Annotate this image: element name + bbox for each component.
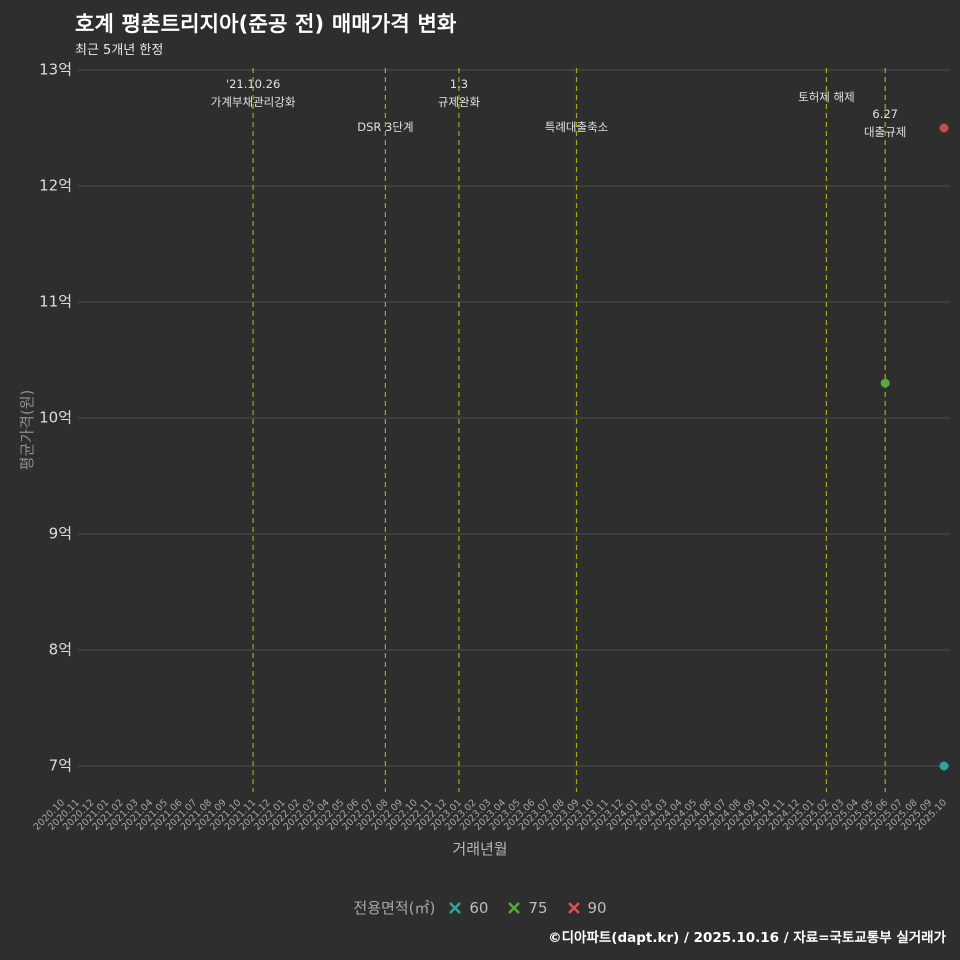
policy-event-label: 규제완화 [438, 95, 481, 109]
legend-items: 60 75 90 [447, 898, 607, 917]
legend-title: 전용면적(㎡) [353, 899, 436, 917]
x-marker-icon [567, 901, 580, 914]
x-marker-icon [508, 901, 521, 914]
policy-event-label: 6.27 [872, 107, 898, 121]
credit-footer: ©디아파트(dapt.kr) / 2025.10.16 / 자료=국토교통부 실… [548, 930, 946, 946]
y-tick-label: 10억 [39, 409, 72, 427]
legend-item-label: 75 [528, 898, 548, 917]
chart-subtitle: 최근 5개년 한정 [75, 43, 164, 58]
y-tick-label: 8억 [49, 641, 72, 659]
policy-event-label: 특례대출축소 [545, 120, 608, 134]
policy-event-label: 1.3 [450, 77, 468, 91]
y-tick-label: 12억 [39, 177, 72, 195]
chart-title: 호계 평촌트리지아(준공 전) 매매가격 변화 [75, 12, 457, 36]
x-axis-title: 거래년월 [452, 840, 508, 858]
y-tick-label: 11억 [39, 293, 72, 311]
x-marker-icon [449, 901, 462, 914]
y-tick-label: 7억 [49, 757, 72, 775]
policy-event-label: DSR 3단계 [357, 120, 413, 134]
policy-event-label: 대출규제 [864, 125, 906, 139]
data-point-60 [939, 761, 949, 771]
legend-item-75[interactable]: 75 [506, 898, 548, 917]
legend-item-60[interactable]: 60 [447, 899, 488, 917]
data-point-90 [939, 123, 949, 133]
legend: 전용면적(㎡) 60 75 90 [0, 897, 960, 918]
legend-item-90[interactable]: 90 [566, 899, 607, 917]
legend-item-label: 90 [587, 898, 607, 917]
policy-event-label: 토허제 해제 [798, 90, 855, 104]
legend-item-label: 60 [469, 898, 489, 917]
y-tick-label: 13억 [39, 61, 72, 79]
policy-event-label: 가계부채관리강화 [211, 95, 296, 109]
y-tick-label: 9억 [49, 525, 72, 543]
policy-event-label: '21.10.26 [226, 77, 280, 91]
data-point-75 [880, 378, 890, 388]
